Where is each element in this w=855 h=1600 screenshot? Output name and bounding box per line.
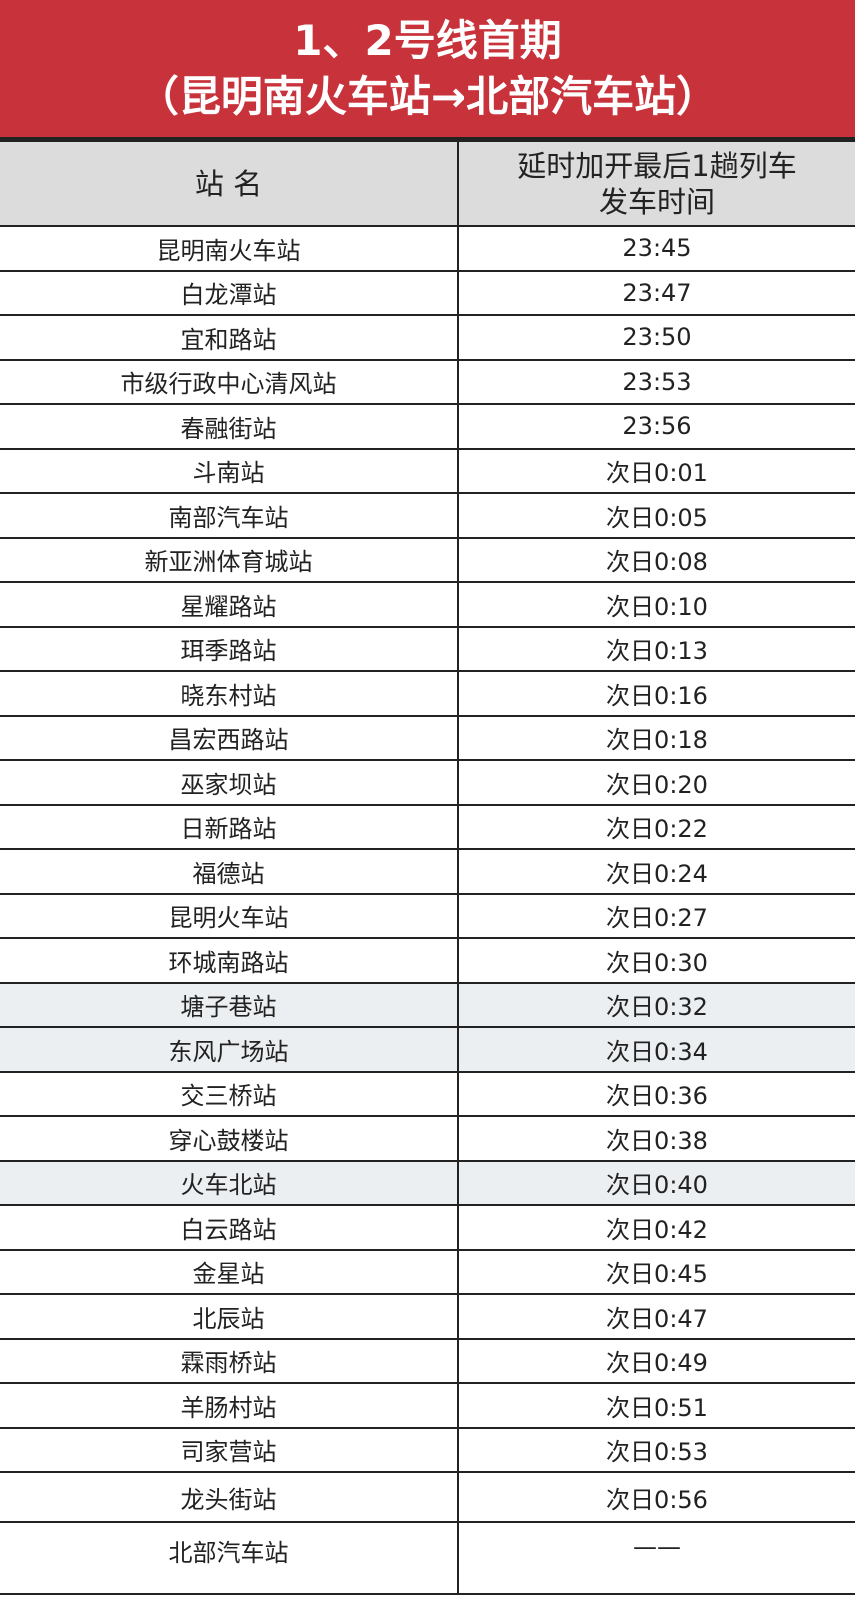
- station-name: 北部汽车站: [0, 1521, 459, 1595]
- station-name: 龙头街站: [0, 1471, 459, 1523]
- table-row: 龙头街站 次日0:56: [0, 1471, 855, 1523]
- table-row: 交三桥站 次日0:36: [0, 1070, 855, 1117]
- departure-time: 次日0:18: [457, 714, 855, 761]
- station-name: 火车北站: [0, 1159, 459, 1206]
- table-row: 白龙潭站 23:47: [0, 269, 855, 316]
- table-row: 星耀路站 次日0:10: [0, 581, 855, 628]
- departure-time: 次日0:10: [457, 581, 855, 628]
- departure-time: 次日0:24: [457, 848, 855, 895]
- table-row: 北辰站 次日0:47: [0, 1293, 855, 1340]
- table-row: 白云路站 次日0:42: [0, 1204, 855, 1251]
- station-name: 晓东村站: [0, 670, 459, 717]
- station-name: 昌宏西路站: [0, 714, 459, 761]
- departure-time: 23:56: [457, 403, 855, 450]
- table-row: 福德站 次日0:24: [0, 848, 855, 895]
- station-name: 北辰站: [0, 1293, 459, 1340]
- station-name: 司家营站: [0, 1426, 459, 1473]
- table-row: 南部汽车站 次日0:05: [0, 492, 855, 539]
- station-name: 市级行政中心清风站: [0, 358, 459, 405]
- station-name: 昆明火车站: [0, 892, 459, 939]
- station-name: 白云路站: [0, 1204, 459, 1251]
- station-name: 白龙潭站: [0, 269, 459, 316]
- departure-time: 次日0:08: [457, 536, 855, 583]
- table-row: 环城南路站 次日0:30: [0, 937, 855, 984]
- table-row: 东风广场站 次日0:34: [0, 1026, 855, 1073]
- departure-time: 次日0:32: [457, 981, 855, 1028]
- departure-time: 次日0:51: [457, 1382, 855, 1429]
- station-name: 交三桥站: [0, 1070, 459, 1117]
- table-row: 穿心鼓楼站 次日0:38: [0, 1115, 855, 1162]
- table-row: 昆明南火车站 23:45: [0, 225, 855, 272]
- station-name: 珥季路站: [0, 625, 459, 672]
- departure-time: 23:53: [457, 358, 855, 405]
- table-row: 日新路站 次日0:22: [0, 803, 855, 850]
- station-name: 环城南路站: [0, 937, 459, 984]
- header-time: 延时加开最后1趟列车 发车时间: [457, 140, 855, 227]
- header-time-line1: 延时加开最后1趟列车: [517, 148, 797, 183]
- departure-time: 次日0:01: [457, 447, 855, 494]
- departure-time: 次日0:27: [457, 892, 855, 939]
- table-row: 金星站 次日0:45: [0, 1248, 855, 1295]
- station-name: 金星站: [0, 1248, 459, 1295]
- schedule-table: 站 名 延时加开最后1趟列车 发车时间 昆明南火车站 23:45 白龙潭站 23:47…: [0, 140, 855, 1595]
- departure-time: 次日0:40: [457, 1159, 855, 1206]
- header-time-line2: 发车时间: [598, 184, 715, 219]
- table-row: 宜和路站 23:50: [0, 314, 855, 361]
- table-row: 珥季路站 次日0:13: [0, 625, 855, 672]
- station-name: 巫家坝站: [0, 759, 459, 806]
- table-row: 巫家坝站 次日0:20: [0, 759, 855, 806]
- header-station: 站 名: [0, 140, 459, 227]
- station-name: 日新路站: [0, 803, 459, 850]
- table-row: 霖雨桥站 次日0:49: [0, 1337, 855, 1384]
- departure-time: 次日0:42: [457, 1204, 855, 1251]
- table-row: 司家营站 次日0:53: [0, 1426, 855, 1473]
- station-name: 霖雨桥站: [0, 1337, 459, 1384]
- departure-time: 23:45: [457, 225, 855, 272]
- station-name: 塘子巷站: [0, 981, 459, 1028]
- table-row: 昌宏西路站 次日0:18: [0, 714, 855, 761]
- station-name: 春融街站: [0, 403, 459, 450]
- departure-time: 次日0:36: [457, 1070, 855, 1117]
- departure-time: 次日0:34: [457, 1026, 855, 1073]
- station-name: 东风广场站: [0, 1026, 459, 1073]
- table-row: 春融街站 23:56: [0, 403, 855, 450]
- station-name: 星耀路站: [0, 581, 459, 628]
- departure-time: 次日0:22: [457, 803, 855, 850]
- table-row: 北部汽车站 ——: [0, 1521, 855, 1595]
- table-row: 塘子巷站 次日0:32: [0, 981, 855, 1028]
- table-row: 昆明火车站 次日0:27: [0, 892, 855, 939]
- departure-time: 次日0:56: [457, 1471, 855, 1523]
- title-line1: 1、2号线首期: [293, 15, 562, 65]
- departure-time: 次日0:38: [457, 1115, 855, 1162]
- departure-time: 次日0:13: [457, 625, 855, 672]
- departure-time: 次日0:16: [457, 670, 855, 717]
- station-name: 昆明南火车站: [0, 225, 459, 272]
- departure-time: 次日0:30: [457, 937, 855, 984]
- table-row: 新亚洲体育城站 次日0:08: [0, 536, 855, 583]
- departure-time: 次日0:53: [457, 1426, 855, 1473]
- station-name: 宜和路站: [0, 314, 459, 361]
- departure-time: 23:50: [457, 314, 855, 361]
- station-name: 福德站: [0, 848, 459, 895]
- station-name: 穿心鼓楼站: [0, 1115, 459, 1162]
- table-row: 火车北站 次日0:40: [0, 1159, 855, 1206]
- departure-time: ——: [457, 1521, 855, 1595]
- table-header: 站 名 延时加开最后1趟列车 发车时间: [0, 140, 855, 227]
- departure-time: 次日0:45: [457, 1248, 855, 1295]
- title-line2: （昆明南火车站→北部汽车站）: [136, 71, 719, 121]
- station-name: 新亚洲体育城站: [0, 536, 459, 583]
- table-row: 晓东村站 次日0:16: [0, 670, 855, 717]
- station-name: 羊肠村站: [0, 1382, 459, 1429]
- departure-time: 次日0:20: [457, 759, 855, 806]
- departure-time: 次日0:47: [457, 1293, 855, 1340]
- title-banner: 1、2号线首期 （昆明南火车站→北部汽车站）: [0, 0, 855, 140]
- departure-time: 次日0:05: [457, 492, 855, 539]
- table-row: 市级行政中心清风站 23:53: [0, 358, 855, 405]
- station-name: 斗南站: [0, 447, 459, 494]
- table-row: 羊肠村站 次日0:51: [0, 1382, 855, 1429]
- departure-time: 次日0:49: [457, 1337, 855, 1384]
- station-name: 南部汽车站: [0, 492, 459, 539]
- departure-time: 23:47: [457, 269, 855, 316]
- table-row: 斗南站 次日0:01: [0, 447, 855, 494]
